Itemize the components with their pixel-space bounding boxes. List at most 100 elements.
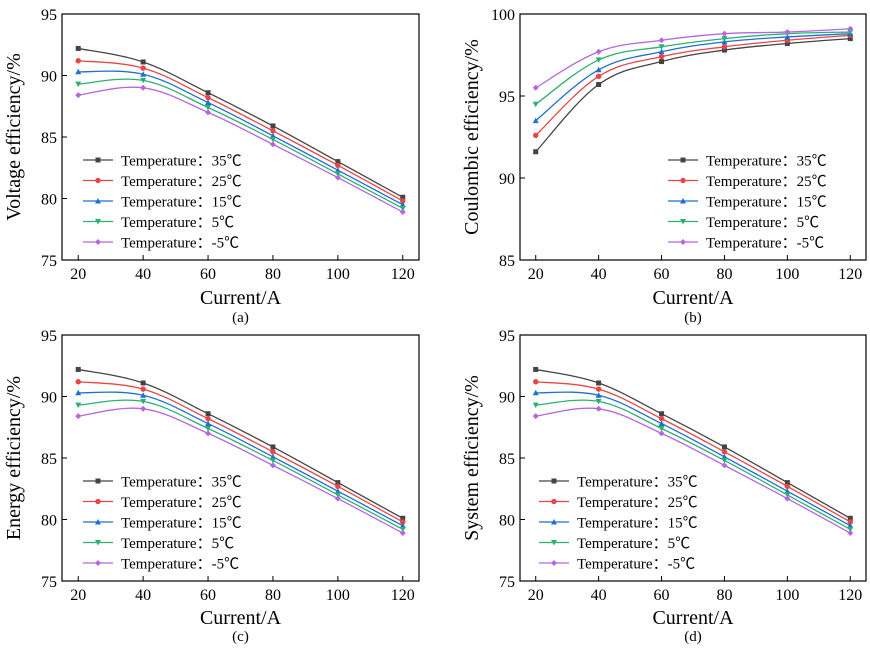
data-point <box>335 483 341 489</box>
data-point <box>532 413 539 420</box>
data-point <box>140 392 147 398</box>
series-line <box>535 31 851 105</box>
series-line <box>78 47 404 198</box>
data-point <box>595 392 602 398</box>
y-tick-label: 75 <box>499 574 515 591</box>
data-point <box>659 59 665 65</box>
x-tick-label: 40 <box>591 266 607 283</box>
legend-marker <box>95 540 101 546</box>
x-axis-title: Current/A <box>652 607 734 629</box>
data-point <box>269 141 276 148</box>
x-tick-label: 40 <box>591 587 607 604</box>
legend-marker <box>95 157 101 163</box>
data-point <box>595 48 602 55</box>
data-point <box>721 38 728 45</box>
y-axis-title: Voltage efficiency/% <box>3 53 25 221</box>
legend-label: Temperature：35℃ <box>577 475 698 491</box>
x-tick-label: 60 <box>200 587 216 604</box>
plot-frame <box>519 334 867 582</box>
data-point <box>721 453 728 460</box>
series-line <box>535 28 851 89</box>
x-tick-label: 100 <box>775 587 799 604</box>
data-point <box>659 411 665 417</box>
y-tick-label: 95 <box>499 89 515 106</box>
data-point <box>205 411 211 417</box>
data-point <box>533 366 539 372</box>
data-point <box>595 66 602 73</box>
x-tick-label: 40 <box>135 587 151 604</box>
legend: Temperature：35℃ Temperature：25℃ Temperatur… <box>83 154 242 252</box>
x-tick-label: 80 <box>716 266 732 283</box>
legend-label: Temperature：15℃ <box>121 195 242 211</box>
y-axis-title: Energy efficiency/% <box>3 376 25 540</box>
data-point <box>399 201 406 208</box>
x-axis-title: Current/A <box>652 287 734 309</box>
series-4 <box>75 84 406 216</box>
data-point <box>75 389 82 396</box>
legend-label: Temperature：35℃ <box>121 475 242 491</box>
data-point <box>847 519 853 525</box>
legend-marker <box>680 219 686 225</box>
data-point <box>269 462 276 469</box>
data-point <box>595 398 602 405</box>
data-point <box>399 530 406 537</box>
series-line <box>78 407 404 534</box>
data-point <box>532 84 539 91</box>
data-point <box>658 415 665 422</box>
legend-marker <box>680 239 686 245</box>
series-line <box>535 399 851 530</box>
legend-marker <box>680 157 686 163</box>
x-tick-label: 120 <box>838 587 862 604</box>
data-point <box>205 430 212 437</box>
y-tick-label: 85 <box>41 130 57 147</box>
series-line <box>78 381 404 523</box>
data-point <box>784 488 791 494</box>
plot-frame <box>519 13 867 261</box>
x-tick-label: 100 <box>326 587 350 604</box>
x-tick-label: 100 <box>326 266 350 283</box>
data-point <box>533 149 539 155</box>
series-2 <box>532 389 854 529</box>
plot-frame <box>61 13 420 261</box>
data-point <box>784 480 790 486</box>
legend-marker <box>95 560 101 566</box>
legend-label: Temperature：15℃ <box>706 195 827 211</box>
data-point <box>721 47 727 53</box>
chart-panel-a: 20 40 60 80 100 120 75 80 85 90 95 Current/A Voltage… <box>3 7 420 326</box>
legend-label: Temperature：15℃ <box>577 516 698 532</box>
data-point <box>75 366 81 372</box>
series-4 <box>532 405 854 537</box>
data-point <box>140 77 147 84</box>
data-point <box>658 44 665 50</box>
data-point <box>532 101 539 108</box>
data-point <box>721 462 728 469</box>
data-point <box>533 379 539 385</box>
data-point <box>399 205 406 212</box>
data-point <box>205 99 212 106</box>
legend-marker <box>551 478 557 484</box>
y-tick-label: 100 <box>491 7 515 24</box>
y-tick-label: 90 <box>41 69 57 86</box>
data-point <box>269 136 276 143</box>
series-line <box>78 78 404 209</box>
data-point <box>335 162 341 168</box>
data-point <box>658 425 665 432</box>
panel-label: (a) <box>232 310 249 326</box>
legend-label: Temperature：15℃ <box>121 516 242 532</box>
series-line <box>78 86 404 213</box>
legend-marker <box>551 498 557 505</box>
data-point <box>205 90 211 96</box>
data-point <box>721 30 728 37</box>
data-point <box>784 29 791 36</box>
series-2 <box>75 389 406 529</box>
legend-label: Temperature：35℃ <box>121 154 242 170</box>
data-point <box>75 81 82 88</box>
data-point <box>721 44 728 50</box>
panel-label: (c) <box>232 629 249 645</box>
y-tick-label: 95 <box>499 328 515 345</box>
x-tick-label: 80 <box>716 587 732 604</box>
legend-marker <box>95 478 101 484</box>
legend-label: Temperature：25℃ <box>121 495 242 511</box>
legend-marker <box>95 498 101 505</box>
